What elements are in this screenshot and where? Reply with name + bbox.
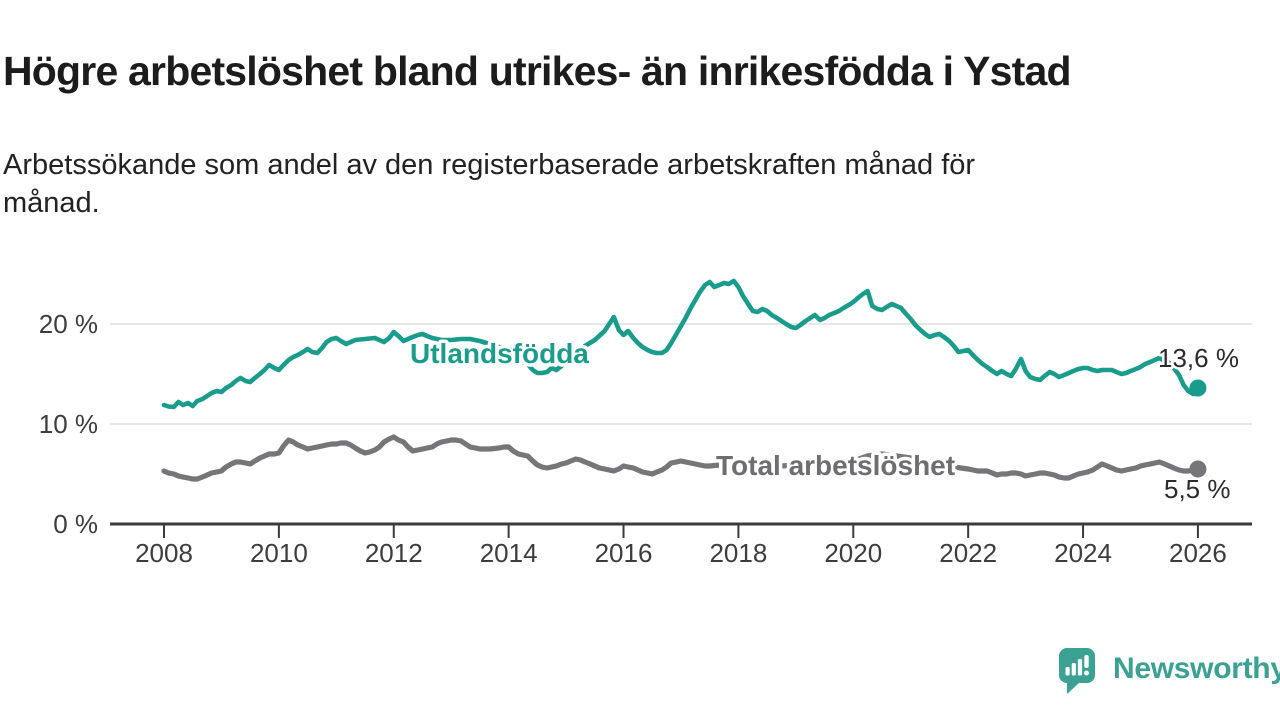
x-tick-label: 2014 — [480, 538, 538, 568]
x-tick-label: 2008 — [135, 538, 193, 568]
brand-name: Newsworthy — [1113, 652, 1280, 685]
newsworthy-speech-bubble-icon — [1059, 648, 1095, 694]
end-value-label-utlandsfodda: 13,6 % — [1158, 343, 1239, 373]
x-tick-label: 2026 — [1169, 538, 1227, 568]
x-tick-label: 2016 — [595, 538, 653, 568]
series-label-utlandsfodda: Utlandsfödda — [410, 338, 589, 369]
x-tick-label: 2024 — [1054, 538, 1112, 568]
page-title: Högre arbetslöshet bland utrikes- än inr… — [3, 48, 1072, 95]
y-tick-label: 10 % — [39, 409, 98, 439]
x-tick-label: 2010 — [250, 538, 308, 568]
x-tick-label: 2018 — [709, 538, 767, 568]
series-end-dot-utlandsfodda — [1189, 379, 1207, 397]
x-tick-label: 2020 — [824, 538, 882, 568]
series-line-utlandsfodda — [161, 278, 1201, 410]
series-line-total — [161, 434, 1201, 482]
x-tick-label: 2012 — [365, 538, 423, 568]
y-tick-label: 20 % — [39, 309, 98, 339]
newsworthy-logo: Newsworthy — [1059, 648, 1280, 694]
page-subtitle: Arbetssökande som andel av den registerb… — [3, 149, 976, 219]
y-tick-label: 0 % — [53, 509, 98, 539]
series-label-total: Total arbetslöshet — [716, 450, 955, 481]
series-end-dot-total — [1189, 460, 1207, 478]
end-value-label-total: 5,5 % — [1164, 474, 1231, 504]
x-tick-label: 2022 — [939, 538, 997, 568]
